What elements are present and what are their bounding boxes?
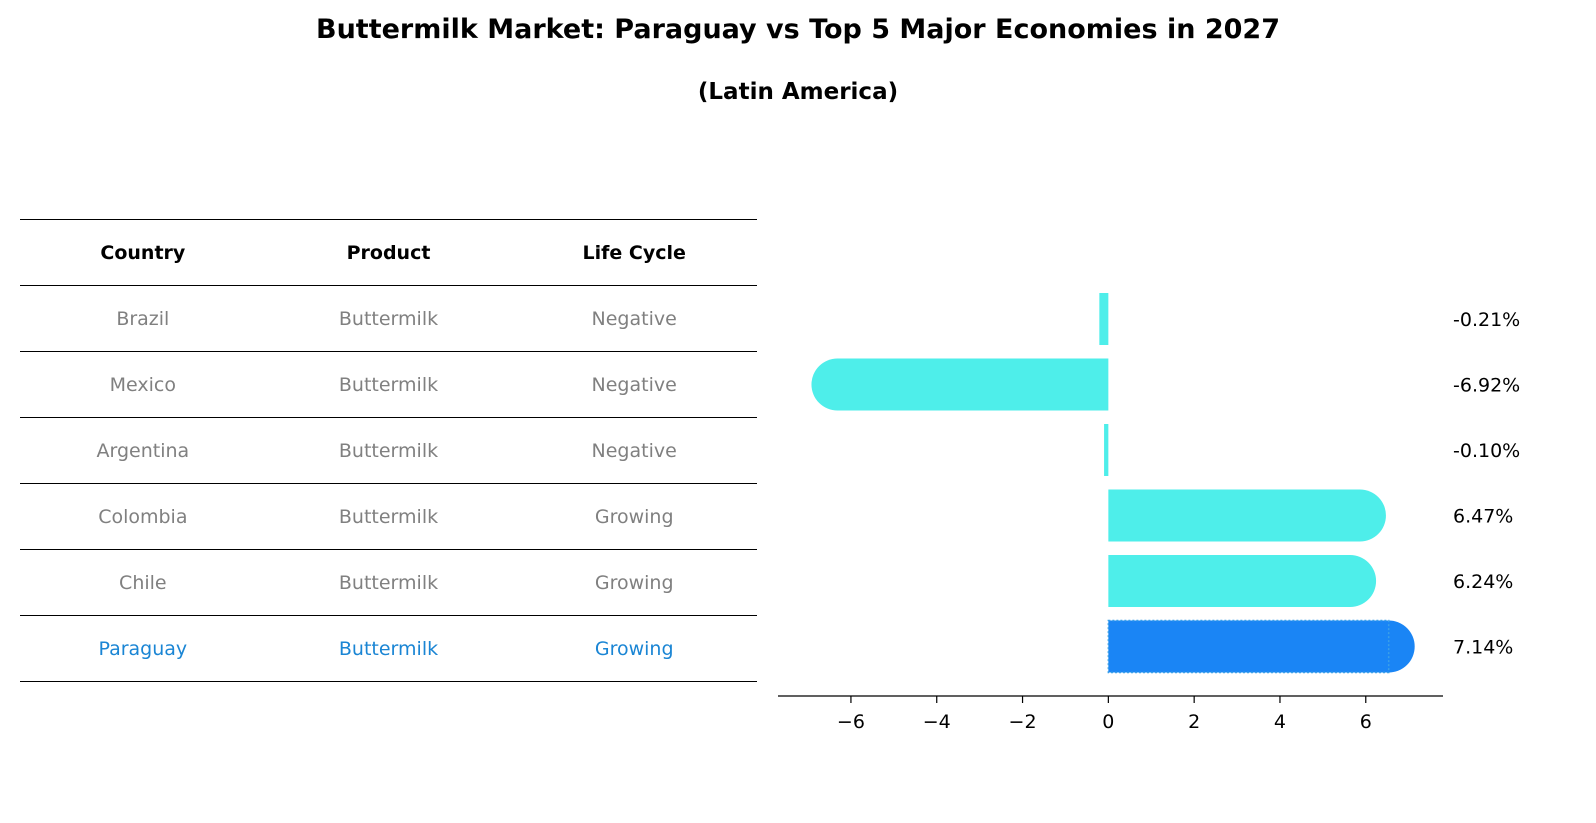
cell-life-cycle: Negative bbox=[591, 373, 677, 396]
cell-country: Brazil bbox=[116, 307, 170, 330]
chart-title: Buttermilk Market: Paraguay vs Top 5 Maj… bbox=[316, 14, 1280, 45]
bar-paraguay bbox=[1108, 620, 1415, 673]
cell-life-cycle: Growing bbox=[594, 571, 674, 594]
cell-product: Buttermilk bbox=[338, 373, 439, 396]
x-tick-label: −2 bbox=[1009, 711, 1037, 733]
x-tick-label: 4 bbox=[1274, 711, 1286, 733]
cell-country: Chile bbox=[119, 571, 167, 594]
cell-life-cycle: Negative bbox=[591, 439, 677, 462]
cell-product: Buttermilk bbox=[338, 505, 439, 528]
cell-life-cycle: Negative bbox=[591, 307, 677, 330]
table-row: Mexico Buttermilk Negative bbox=[20, 351, 757, 417]
x-tick-label: 2 bbox=[1188, 711, 1200, 733]
cell-product: Buttermilk bbox=[338, 439, 439, 462]
x-tick-label: −4 bbox=[923, 711, 951, 733]
cell-product: Buttermilk bbox=[338, 571, 439, 594]
table-row: Chile Buttermilk Growing bbox=[20, 549, 757, 615]
table-header-row: Country Product Life Cycle bbox=[20, 219, 757, 285]
cell-country: Argentina bbox=[96, 439, 190, 462]
cell-life-cycle: Growing bbox=[594, 505, 674, 528]
value-label: 6.47% bbox=[1453, 506, 1513, 528]
bar-colombia bbox=[1108, 489, 1386, 542]
bar-chile bbox=[1108, 555, 1377, 607]
chart-subtitle: (Latin America) bbox=[697, 79, 899, 105]
value-label: -6.92% bbox=[1453, 375, 1520, 397]
data-table: Country Product Life Cycle Brazil Butter… bbox=[20, 219, 757, 682]
table-row-highlight: Paraguay Buttermilk Growing bbox=[20, 615, 757, 682]
value-label: 7.14% bbox=[1453, 637, 1513, 659]
cell-life-cycle: Growing bbox=[594, 637, 674, 660]
table-row: Argentina Buttermilk Negative bbox=[20, 417, 757, 483]
cell-country: Paraguay bbox=[98, 637, 188, 660]
value-label: -0.21% bbox=[1453, 309, 1520, 331]
cell-country: Colombia bbox=[98, 505, 188, 528]
header-country: Country bbox=[100, 241, 186, 264]
cell-product: Buttermilk bbox=[338, 637, 439, 660]
x-tick-label: 0 bbox=[1102, 711, 1114, 733]
x-tick-label: −6 bbox=[837, 711, 865, 733]
bar-highlight-outline bbox=[1107, 619, 1390, 674]
value-label: 6.24% bbox=[1453, 571, 1513, 593]
value-label: -0.10% bbox=[1453, 440, 1520, 462]
table-row: Colombia Buttermilk Growing bbox=[20, 483, 757, 549]
cell-product: Buttermilk bbox=[338, 307, 439, 330]
header-product: Product bbox=[346, 241, 431, 264]
bar-argentina bbox=[1104, 424, 1109, 476]
table-row: Brazil Buttermilk Negative bbox=[20, 285, 757, 351]
x-tick-label: 6 bbox=[1360, 711, 1372, 733]
header-life-cycle: Life Cycle bbox=[582, 241, 686, 264]
bar-mexico bbox=[811, 358, 1109, 411]
cell-country: Mexico bbox=[109, 373, 176, 396]
bar-brazil bbox=[1099, 293, 1109, 345]
